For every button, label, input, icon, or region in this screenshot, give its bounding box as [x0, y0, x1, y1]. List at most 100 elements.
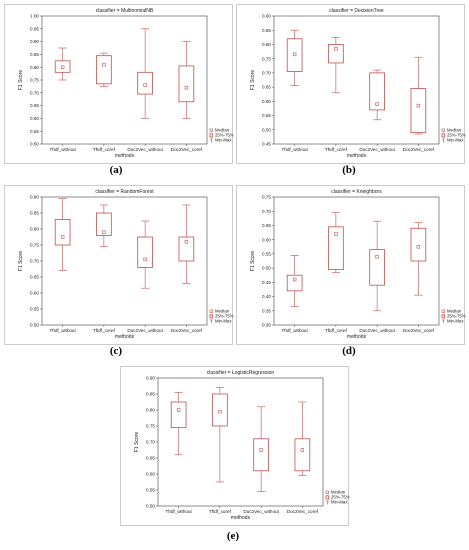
- y-tick-label: 0.90: [146, 376, 155, 381]
- median-marker: [300, 448, 305, 452]
- iqr-box: [178, 236, 195, 262]
- x-tick-label: Doc2Vec_coref: [287, 509, 319, 514]
- box-plot-svg: classifier = MultinomialNB 0.50 0.55 0.60 0.…: [4, 4, 234, 164]
- x-tick-label: Doc2Vec_without: [359, 328, 395, 333]
- iqr-box: [96, 55, 112, 85]
- plot-area: [273, 196, 440, 326]
- iqr-box: [369, 249, 385, 286]
- median-marker: [102, 230, 106, 234]
- y-tick-label: 0.80: [30, 65, 39, 70]
- y-tick-label: 0.90: [30, 195, 39, 200]
- x-tick-label: Doc2Vec_without: [359, 147, 395, 152]
- x-tick-label: Doc2Vec_coref: [403, 328, 435, 333]
- median-marker: [176, 408, 181, 412]
- plot-area: [273, 15, 440, 145]
- median-marker: [375, 102, 379, 106]
- box-plot-svg: classifier = RandomForest 0.50 0.55 0.60 0.6…: [4, 185, 234, 345]
- y-tick-label: 0.55: [146, 488, 155, 493]
- iqr-box: [294, 438, 311, 472]
- y-tick-label: 0.75: [146, 424, 155, 429]
- y-tick-label: 0.75: [262, 195, 271, 200]
- x-tick-label: TfIdf_without: [49, 147, 76, 152]
- iqr-box: [410, 227, 427, 262]
- x-tick-label: TfIdf_coref: [325, 147, 348, 152]
- legend-median-label: Median: [215, 309, 230, 314]
- caption-b: (b): [342, 164, 356, 176]
- y-tick-label: 0.75: [30, 78, 39, 83]
- iqr-box: [369, 72, 385, 111]
- chart-title: classifier = MultinomialNB: [96, 8, 154, 14]
- y-tick-label: 0.85: [30, 211, 39, 216]
- median-marker: [334, 47, 338, 51]
- x-tick-label: Doc2Vec_without: [243, 509, 279, 514]
- legend-median-swatch: [209, 128, 213, 132]
- box-plot-svg: classifier = DecisionTree 0.45 0.50 0.55 0.6…: [236, 4, 466, 164]
- median-marker: [60, 65, 65, 69]
- y-tick-label: 0.75: [30, 243, 39, 248]
- x-tick-label: TfIdf_without: [165, 509, 192, 514]
- caption-c: (c): [109, 345, 123, 357]
- legend-iqr-swatch: [209, 314, 213, 319]
- iqr-box: [137, 71, 153, 95]
- y-axis-label: F1 Score: [134, 432, 140, 453]
- y-tick-label: 0.50: [30, 323, 39, 328]
- y-axis-label: F1 Score: [18, 70, 24, 91]
- x-axis-label: methods: [115, 334, 135, 340]
- iqr-box: [178, 65, 195, 103]
- y-tick-label: 0.35: [262, 308, 271, 313]
- x-tick-label: TfIdf_coref: [93, 328, 116, 333]
- legend-iqr-swatch: [441, 133, 445, 138]
- x-tick-label: Doc2Vec_coref: [171, 147, 203, 152]
- chart-panel-a: classifier = MultinomialNB 0.50 0.55 0.60 0.…: [4, 4, 234, 164]
- legend-range-label: Min-Max: [215, 319, 232, 324]
- median-marker: [292, 52, 297, 57]
- y-tick-label: 0.60: [262, 237, 271, 242]
- box-plot-svg: classifier = Kneighbors 0.30 0.35 0.40 0.45 0…: [236, 185, 466, 345]
- y-tick-label: 0.75: [262, 56, 271, 61]
- y-tick-label: 0.90: [30, 39, 39, 44]
- median-marker: [143, 257, 147, 262]
- median-marker: [184, 240, 189, 244]
- legend-range-label: Min-Max: [447, 138, 464, 143]
- y-tick-label: 0.70: [262, 209, 271, 214]
- iqr-box: [410, 88, 427, 134]
- legend-iqr-label: 25%-75%: [447, 314, 466, 319]
- box-plot-svg: classifier = LogisticRegression 0.50 0.55 0…: [120, 366, 350, 526]
- x-tick-label: Doc2Vec_coref: [403, 147, 435, 152]
- y-tick-label: 0.55: [262, 251, 271, 256]
- y-tick-label: 0.70: [30, 259, 39, 264]
- x-axis-label: methods: [347, 334, 367, 340]
- chart-title: classifier = RandomForest: [95, 189, 154, 195]
- y-tick-label: 0.60: [30, 116, 39, 121]
- median-marker: [184, 85, 189, 90]
- chart-title: classifier = LogisticRegression: [207, 370, 275, 376]
- y-tick-label: 0.85: [146, 392, 155, 397]
- y-tick-label: 0.90: [262, 14, 271, 19]
- median-marker: [292, 277, 297, 282]
- x-tick-label: Doc2Vec_without: [127, 147, 163, 152]
- y-tick-label: 0.60: [146, 472, 155, 477]
- legend-median-label: Median: [447, 309, 462, 314]
- median-marker: [416, 245, 421, 249]
- y-tick-label: 0.80: [262, 42, 271, 47]
- chart-title: classifier = DecisionTree: [329, 8, 384, 14]
- x-tick-label: TfIdf_without: [281, 328, 308, 333]
- legend-median-swatch: [209, 309, 213, 313]
- iqr-box: [170, 401, 187, 429]
- y-tick-label: 0.70: [30, 90, 39, 95]
- y-tick-label: 0.60: [30, 291, 39, 296]
- y-tick-label: 0.50: [262, 127, 271, 132]
- median-marker: [102, 62, 106, 67]
- y-tick-label: 0.85: [30, 52, 39, 57]
- x-axis-label: methods: [347, 153, 367, 159]
- x-tick-label: TfIdf_coref: [93, 147, 116, 152]
- x-tick-label: TfIdf_coref: [209, 509, 232, 514]
- y-tick-label: 0.65: [262, 223, 271, 228]
- chart-title: classifier = Kneighbors: [331, 189, 382, 195]
- iqr-box: [253, 438, 269, 472]
- median-marker: [334, 232, 338, 236]
- x-tick-label: Doc2Vec_without: [127, 328, 163, 333]
- x-tick-label: TfIdf_without: [49, 328, 76, 333]
- legend-median-swatch: [441, 128, 445, 132]
- legend-median-swatch: [325, 490, 329, 494]
